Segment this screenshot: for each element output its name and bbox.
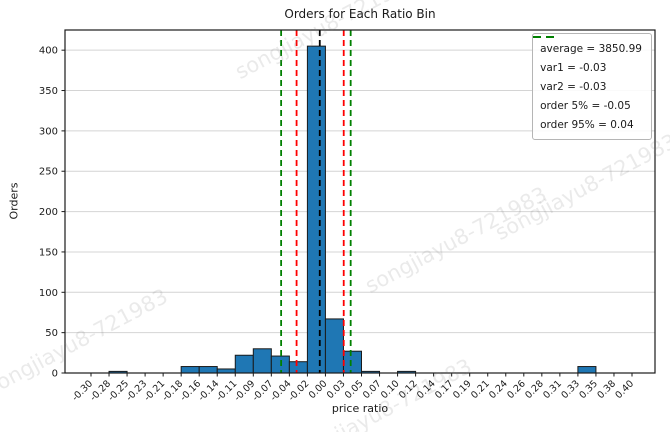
y-tick-label: 300 [39,126,58,137]
histogram-bar [324,318,344,374]
x-tick-label: 0.38 [595,378,618,401]
histogram-bar [577,366,597,374]
x-axis-label: price ratio [331,402,389,415]
legend-label: order 95% = 0.04 [540,118,634,131]
x-tick-label: 0.07 [361,378,384,401]
legend-label: order 5% = -0.05 [540,99,631,112]
legend-entry-order-5pct: order 5% = -0.05 [533,36,642,115]
x-tick-label: 0.28 [523,378,546,401]
x-tick-label: -0.02 [286,378,311,403]
y-tick-label: 50 [45,328,58,339]
histogram-bar [288,361,308,374]
x-tick-label: 0.00 [307,378,330,401]
y-tick-label: 200 [39,207,58,218]
histogram-bar [216,368,236,374]
histogram-bar [342,350,363,374]
histogram-bar [180,366,200,374]
legend-label: var1 = -0.03 [540,61,607,74]
x-tick-label: 0.40 [613,378,636,401]
legend-dash-sample [533,36,560,38]
x-tick-label: 0.26 [505,378,528,401]
x-tick-label: 0.12 [397,378,420,401]
legend-entry-var2: var2 = -0.03 [533,36,642,96]
y-tick-label: 150 [39,247,58,258]
x-tick-label: 0.35 [577,378,600,401]
x-tick-label: 0.05 [343,378,366,401]
histogram-bar [306,45,326,374]
y-tick-label: 350 [39,86,58,97]
histogram-bar [234,354,254,374]
y-tick-label: 400 [39,46,58,57]
legend-entry-var1: var1 = -0.03 [533,36,642,77]
chart-title: Orders for Each Ratio Bin [284,7,436,21]
x-tick-label: 0.17 [433,378,456,401]
legend-label: var2 = -0.03 [540,80,607,93]
legend-entry-average: average = 3850.99 [533,36,642,58]
histogram-bar [198,366,218,374]
x-tick-label: 0.31 [541,378,564,401]
legend-entry-order-95pct: order 95% = 0.04 [533,36,642,134]
x-tick-label: 0.24 [487,378,510,401]
x-tick-label: 0.03 [325,378,348,401]
legend-label: average = 3850.99 [540,42,642,55]
y-tick-label: 250 [39,167,58,178]
y-axis-label: Orders [7,182,21,220]
legend: average = 3850.99 var1 = -0.03 var2 = -0.0… [532,33,652,140]
x-tick-label: 0.33 [559,378,582,401]
histogram-bar [252,348,272,374]
x-tick-label: 0.14 [415,378,438,401]
x-tick-label: 0.10 [379,378,402,401]
x-tick-label: 0.19 [451,378,474,401]
y-tick-label: 100 [39,288,58,299]
y-tick-label: 0 [52,369,58,380]
x-tick-label: 0.21 [469,378,492,401]
plot-frame [64,29,656,374]
